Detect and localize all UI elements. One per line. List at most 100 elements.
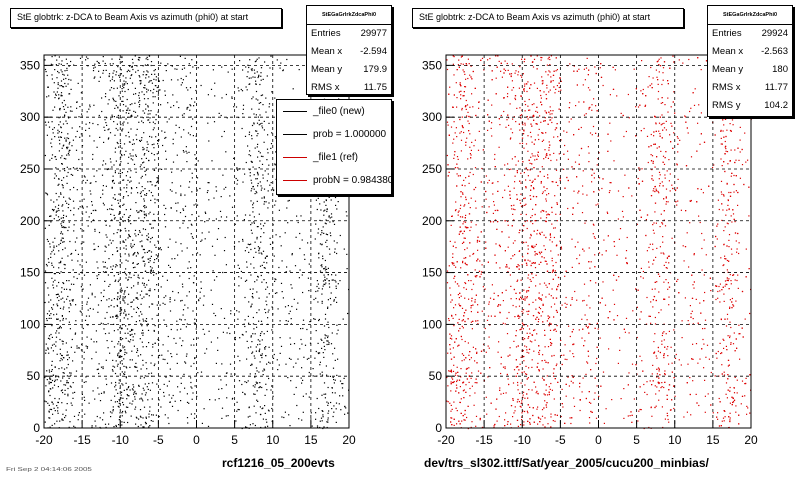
data-point: [145, 194, 147, 196]
data-point: [63, 144, 65, 146]
data-point: [509, 103, 511, 105]
data-point: [117, 363, 119, 365]
data-point: [490, 127, 492, 129]
data-point: [542, 139, 545, 141]
data-point: [327, 412, 329, 414]
data-point: [550, 250, 552, 252]
data-point: [144, 153, 146, 155]
data-point: [127, 387, 129, 389]
data-point: [197, 160, 199, 162]
data-point: [326, 195, 328, 197]
data-point: [507, 93, 509, 95]
data-point: [119, 387, 121, 389]
data-point: [542, 368, 544, 370]
data-point: [586, 319, 588, 321]
data-point: [128, 112, 130, 114]
data-point: [628, 117, 630, 119]
data-point: [132, 329, 134, 331]
data-point: [65, 415, 67, 417]
data-point: [187, 89, 189, 91]
data-point: [61, 355, 63, 357]
data-point: [133, 345, 135, 347]
data-point: [57, 410, 59, 412]
data-point: [110, 382, 113, 384]
data-point: [44, 376, 46, 379]
data-point: [121, 129, 123, 131]
data-point: [287, 200, 289, 202]
data-point: [184, 319, 186, 321]
data-point: [142, 320, 145, 322]
data-point: [129, 153, 131, 155]
data-point: [69, 198, 71, 200]
data-point: [160, 406, 162, 408]
data-point: [286, 323, 288, 325]
data-point: [113, 366, 116, 368]
data-point: [44, 68, 47, 71]
data-point: [279, 67, 281, 69]
data-point: [109, 89, 111, 91]
data-point: [265, 383, 267, 385]
data-point: [120, 150, 122, 152]
data-point: [92, 219, 95, 221]
data-point: [122, 197, 124, 199]
data-point: [114, 401, 116, 403]
data-point: [252, 333, 254, 335]
data-point: [167, 417, 169, 419]
data-point: [498, 415, 500, 418]
data-point: [135, 311, 137, 313]
data-point: [550, 413, 552, 415]
data-point: [150, 255, 152, 257]
data-point: [280, 345, 283, 347]
data-point: [515, 298, 517, 300]
data-point: [54, 206, 57, 208]
data-point: [246, 246, 248, 249]
data-point: [140, 323, 142, 325]
data-point: [242, 334, 244, 336]
data-point: [744, 395, 746, 397]
data-point: [65, 139, 67, 141]
data-point: [131, 58, 134, 60]
data-point: [129, 181, 131, 183]
data-point: [290, 318, 292, 320]
data-point: [76, 101, 78, 103]
data-point: [193, 344, 195, 346]
data-point: [137, 69, 139, 72]
data-point: [217, 337, 219, 339]
data-point: [137, 349, 139, 352]
data-point: [263, 201, 266, 203]
data-point: [171, 397, 173, 399]
data-point: [238, 409, 240, 411]
data-point: [525, 179, 527, 181]
data-point: [720, 257, 722, 259]
data-point: [181, 114, 184, 116]
data-point: [63, 263, 65, 266]
data-point: [639, 169, 641, 171]
data-point: [73, 425, 75, 427]
data-point: [201, 239, 203, 241]
data-point: [331, 274, 333, 276]
data-point: [526, 373, 528, 375]
data-point: [649, 243, 651, 245]
data-point: [122, 216, 124, 218]
data-point: [117, 355, 119, 357]
data-point: [148, 261, 150, 263]
data-point: [242, 113, 244, 115]
data-point: [200, 371, 203, 373]
data-point: [260, 332, 262, 335]
data-point: [598, 189, 600, 191]
data-point: [52, 109, 54, 111]
data-point: [220, 216, 222, 218]
x-tick-label: -5: [153, 433, 164, 447]
data-point: [67, 229, 69, 232]
data-point: [129, 334, 132, 336]
data-point: [143, 93, 145, 96]
data-point: [254, 61, 256, 63]
data-point: [486, 319, 489, 321]
data-point: [321, 232, 323, 234]
data-point: [556, 363, 558, 365]
data-point: [138, 92, 140, 94]
data-point: [461, 338, 463, 341]
data-point: [140, 354, 142, 356]
data-point: [49, 417, 51, 419]
data-point: [548, 141, 550, 143]
